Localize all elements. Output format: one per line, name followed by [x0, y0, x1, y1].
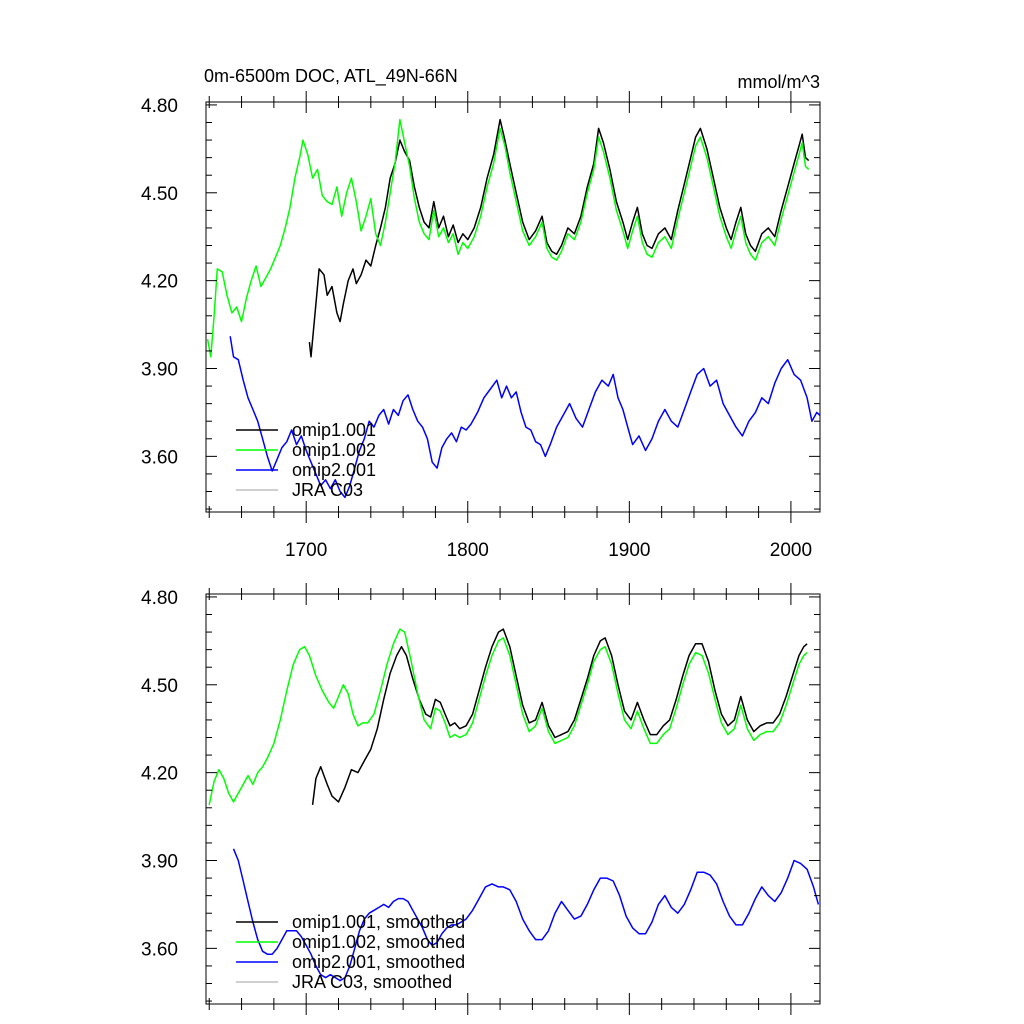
legend-label-0: omip1.001 [292, 420, 376, 440]
chart-title: 0m-6500m DOC, ATL_49N-66N [204, 66, 458, 86]
series-line-0 [311, 628, 808, 805]
units-label: mmol/m^3 [737, 72, 820, 92]
y-tick-label: 4.20 [141, 272, 178, 293]
plot-panel-top: 3.60 3.90 4.20 4.50 4.80 1700 1800 1900 2000 omip… [141, 91, 821, 561]
legend-label-1: omip1.002 [292, 440, 376, 460]
series-line-1 [208, 628, 808, 806]
y-tick-label: 3.90 [141, 360, 178, 381]
legend-label-2: omip2.001, smoothed [292, 952, 465, 972]
y-tick-label: 4.80 [141, 588, 178, 609]
y-tick-label: 3.90 [141, 852, 178, 873]
series-line-0 [308, 118, 810, 358]
plot-frame [205, 101, 821, 513]
series-line-1 [206, 118, 810, 358]
y-tick-label: 4.50 [141, 676, 178, 697]
legend-label-3: JRA C03, smoothed [292, 972, 452, 992]
y-tick-label: 4.50 [141, 184, 178, 205]
x-tick-label: 1800 [447, 540, 489, 561]
legend-label-1: omip1.002, smoothed [292, 932, 465, 952]
legend-label-2: omip2.001 [292, 460, 376, 480]
x-tick-label: 1900 [608, 540, 650, 561]
x-tick-label: 2000 [770, 540, 812, 561]
y-tick-label: 3.60 [141, 447, 178, 468]
series-line-2 [232, 848, 820, 982]
y-tick-label: 4.80 [141, 96, 178, 117]
y-tick-label: 4.20 [141, 764, 178, 785]
series-line-2 [229, 336, 821, 499]
plot-frame [205, 593, 821, 1005]
legend-label-3: JRA C03 [292, 480, 363, 500]
y-tick-label: 3.60 [141, 939, 178, 960]
x-tick-label: 1700 [285, 540, 327, 561]
legend-label-0: omip1.001, smoothed [292, 912, 465, 932]
